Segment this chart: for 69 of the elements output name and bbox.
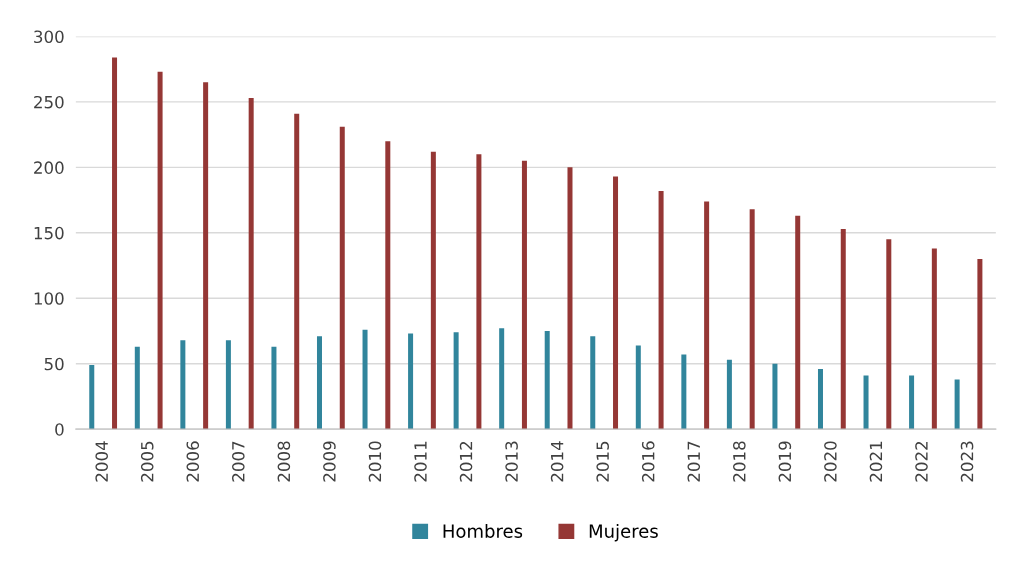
x-tick-label: 2010	[368, 441, 382, 482]
bar	[339, 126, 345, 430]
bar	[840, 228, 846, 430]
x-tick-label: 2016	[641, 441, 655, 482]
x-tick-label: 2020	[824, 441, 837, 482]
x-tick-label: 2008	[277, 441, 291, 482]
bar	[886, 239, 892, 430]
x-tick-label: 2017	[687, 441, 701, 482]
bar	[362, 329, 368, 430]
bar	[863, 375, 869, 430]
bar	[271, 346, 277, 430]
x-tick-label: 2004	[95, 441, 108, 482]
x-tick-label: 2006	[186, 441, 200, 482]
bar	[89, 365, 95, 430]
bar	[157, 71, 163, 430]
bar	[385, 141, 391, 430]
x-tick-label: 2009	[323, 441, 336, 482]
y-tick-label: 200	[34, 161, 64, 174]
x-tick-label: 2005	[140, 441, 154, 482]
x-tick-label: 2022	[915, 441, 928, 482]
y-tick-label: 300	[34, 30, 64, 44]
bar	[112, 57, 118, 430]
y-tick-label: 150	[34, 226, 64, 240]
bar	[795, 215, 801, 430]
bar	[817, 368, 823, 430]
x-tick-label: 2015	[596, 441, 609, 482]
x-tick-label: 2011	[414, 441, 427, 482]
y-tick-label: 250	[34, 95, 64, 109]
bar	[658, 190, 664, 430]
bar	[954, 379, 960, 430]
bar	[476, 154, 482, 430]
legend-label: Mujeres	[589, 523, 658, 542]
x-tick-label: 2012	[459, 441, 473, 482]
bar	[499, 328, 505, 430]
x-tick-label: 2007	[232, 441, 245, 482]
bar	[590, 336, 596, 430]
bar	[704, 201, 710, 430]
y-tick-label: 50	[44, 357, 64, 371]
bar	[225, 340, 231, 430]
bar	[430, 151, 436, 430]
bar	[180, 340, 186, 430]
bar	[749, 209, 755, 430]
x-tick-label: 2014	[550, 441, 564, 482]
bar	[909, 375, 915, 430]
x-tick-label: 2019	[778, 441, 792, 482]
bar	[635, 345, 641, 430]
x-tick-label: 2013	[505, 441, 518, 482]
bar	[408, 333, 414, 430]
y-tick-label: 0	[55, 423, 64, 436]
bar	[544, 330, 550, 430]
bar	[316, 336, 322, 430]
x-tick-label: 2018	[733, 441, 746, 482]
bar	[294, 113, 300, 430]
bar	[203, 82, 209, 430]
y-tick-label: 100	[34, 292, 64, 305]
bar	[613, 176, 619, 430]
bar	[567, 167, 573, 430]
legend-label: Hombres	[443, 523, 523, 538]
bar	[453, 332, 459, 430]
bar	[134, 346, 140, 430]
bar	[248, 97, 254, 430]
bar	[772, 363, 778, 430]
x-tick-label: 2023	[960, 441, 974, 482]
bar	[681, 354, 687, 430]
bar	[521, 160, 527, 430]
bar	[977, 258, 983, 430]
bar	[726, 359, 732, 430]
bar	[931, 248, 937, 430]
x-tick-label: 2021	[869, 441, 883, 482]
